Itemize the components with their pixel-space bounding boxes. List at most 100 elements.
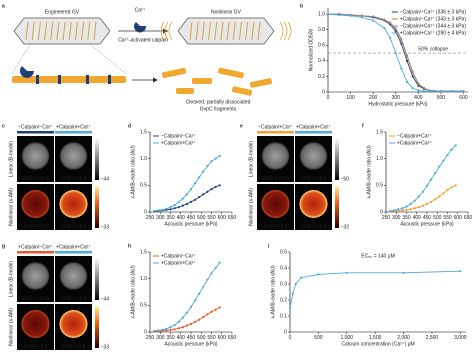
data-point xyxy=(169,326,172,329)
cnr-label: CNR = 10.1 xyxy=(60,224,86,230)
row-label: Linear (B-mode) xyxy=(8,261,14,297)
row-label: Nonlinear (x-AM) xyxy=(248,188,254,226)
data-point xyxy=(198,195,201,199)
data-point xyxy=(421,204,424,207)
data-point xyxy=(446,189,449,192)
x-tick-label: 650 xyxy=(228,335,237,341)
data-point xyxy=(210,272,213,275)
data-point xyxy=(430,200,433,203)
row-label: Linear (B-mode) xyxy=(8,141,14,177)
data-point xyxy=(157,329,160,332)
x-axis-label: Acoustic pressure (kPa) xyxy=(164,221,217,227)
data-point xyxy=(417,89,420,92)
condition-label: −Calpain/−Ca²⁺ xyxy=(18,124,53,130)
data-point xyxy=(421,190,424,193)
data-point xyxy=(173,203,176,207)
legend-label: −Calpain/−Ca²⁺ xyxy=(161,133,196,139)
data-point xyxy=(400,42,403,45)
legend-label: +Calpain/+Ca²⁺ xyxy=(397,140,432,146)
x-tick-label: 100 xyxy=(346,95,355,101)
x-tick-label: 1,000 xyxy=(341,335,354,341)
y-tick-label: 0.5 xyxy=(280,249,287,255)
phantom-well xyxy=(59,190,88,218)
panel-label: f xyxy=(362,123,364,129)
gvpc-stripe xyxy=(251,21,255,41)
data-point xyxy=(430,178,433,181)
data-point xyxy=(202,285,205,288)
data-point xyxy=(394,27,397,30)
data-point xyxy=(428,90,431,93)
data-point xyxy=(450,148,453,151)
cnr-label: CNR = 19.9 xyxy=(22,296,48,302)
data-point xyxy=(218,306,221,309)
colorbar xyxy=(335,138,339,180)
data-point xyxy=(405,208,408,211)
wave xyxy=(164,21,169,41)
gvpc-stripe xyxy=(87,21,91,41)
data-point xyxy=(189,322,193,326)
x-axis-label: Hydrostatic pressure (kPa) xyxy=(368,101,428,107)
y-tick-label: 0.3 xyxy=(280,281,287,287)
data-point xyxy=(394,52,397,55)
cnr-label: CNR = 16.6 xyxy=(60,296,86,302)
x-tick-label: 400 xyxy=(177,215,186,221)
x-tick-label: 1,500 xyxy=(369,335,382,341)
data-point xyxy=(417,82,420,85)
colorbar xyxy=(95,306,99,348)
data-point xyxy=(422,87,426,90)
gvpc-stripe xyxy=(245,21,249,41)
data-point xyxy=(177,206,180,209)
y-tick-label: 0.8 xyxy=(318,27,325,33)
row-label: Nonlinear (x-AM) xyxy=(8,188,14,226)
data-point xyxy=(198,292,201,295)
y-tick-label: 0 xyxy=(322,89,325,95)
gvpc-stripe xyxy=(232,21,236,41)
data-point xyxy=(198,318,201,321)
data-point xyxy=(218,184,221,187)
diagram-label: Cleaved, partially dissociated xyxy=(186,99,251,105)
data-point xyxy=(181,197,184,200)
gvpc-fragment xyxy=(218,67,244,79)
data-point xyxy=(401,209,404,212)
series-line xyxy=(154,262,221,332)
wave xyxy=(283,21,288,41)
data-point xyxy=(169,328,172,331)
x-tick-label: 500 xyxy=(197,215,206,221)
x-tick-label: 2,000 xyxy=(397,335,410,341)
data-point xyxy=(317,273,320,276)
data-point xyxy=(442,192,445,195)
condition-bar xyxy=(55,251,92,254)
colorbar xyxy=(95,186,99,228)
data-point xyxy=(288,306,292,310)
data-point xyxy=(202,315,205,319)
legend-label: −Calpain/−Ca²⁺ (336 ± 3 kPa) xyxy=(400,9,467,15)
colorbar xyxy=(335,186,339,228)
colorbar-label: −33 xyxy=(101,224,110,230)
x-tick-label: 400 xyxy=(177,335,186,341)
colorbar-label: −32 xyxy=(341,224,350,230)
data-point xyxy=(210,310,213,313)
legend-label: +Calpain/+Ca²⁺ xyxy=(161,140,196,146)
cnr-label: CNR = 19.1 xyxy=(22,176,48,182)
legend-label: −Calpain/+Ca²⁺ xyxy=(397,133,432,139)
x-tick-label: 0 xyxy=(327,95,330,101)
panel-label: i xyxy=(268,243,270,249)
data-point xyxy=(198,176,201,179)
gvpc-fragment xyxy=(192,78,212,84)
diagram-label: Nonlinear GV xyxy=(211,9,242,15)
arrow-head xyxy=(153,77,158,83)
y-tick-label: 1.5 xyxy=(140,249,147,255)
gvpc-strand xyxy=(12,76,126,83)
data-point xyxy=(161,208,164,211)
x-tick-label: 450 xyxy=(187,335,196,341)
y-tick-label: 0 xyxy=(284,329,287,335)
x-tick-label: 450 xyxy=(187,215,196,221)
data-point xyxy=(360,16,363,19)
data-point xyxy=(210,160,213,163)
condition-label: +Calpain/−Ca²⁺ xyxy=(18,244,53,250)
gvpc-fragment xyxy=(249,78,273,88)
data-point xyxy=(294,282,297,286)
y-tick-label: 0 xyxy=(380,209,383,215)
gvpc-stripe xyxy=(25,21,29,41)
colorbar xyxy=(95,138,99,180)
